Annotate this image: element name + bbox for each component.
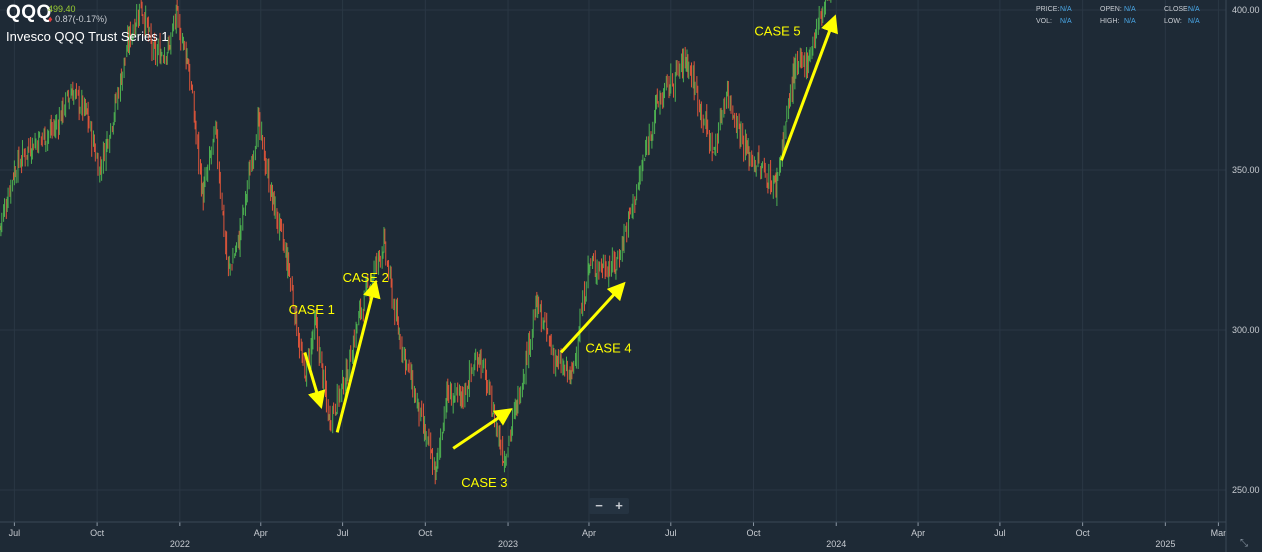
x-tick-label: Jul: [994, 528, 1006, 538]
annotation-arrow-1: [303, 351, 326, 410]
x-tick-label: 2022: [170, 539, 190, 549]
stat-label-close: CLOSE:: [1164, 6, 1190, 13]
stat-label-high: HIGH:: [1100, 18, 1120, 25]
stats-col-2: OPEN: N/A HIGH: N/A: [1100, 4, 1136, 28]
x-tick-label: Mar: [1211, 528, 1227, 538]
x-tick-label: Apr: [582, 528, 596, 538]
x-tick-label: Oct: [418, 528, 433, 538]
instrument-name: Invesco QQQ Trust Series 1: [6, 29, 169, 44]
y-tick-label: 350.00: [1232, 165, 1260, 175]
x-tick-label: Oct: [747, 528, 762, 538]
stats-col-3: CLOSE:N/A LOW: N/A: [1164, 4, 1200, 28]
annotation-arrow-2: [335, 279, 381, 433]
x-tick-label: Jul: [337, 528, 349, 538]
last-price: 499.40: [48, 4, 76, 14]
y-tick-label: 300.00: [1232, 325, 1260, 335]
resize-icon[interactable]: ⤡: [1240, 538, 1248, 549]
stat-value-high: N/A: [1124, 18, 1136, 25]
stat-value-price: N/A: [1060, 6, 1072, 13]
zoom-in-button[interactable]: +: [615, 498, 623, 513]
annotation-label-5: CASE 5: [754, 24, 800, 39]
x-tick-label: Oct: [90, 528, 105, 538]
symbol-header: QQQ: [6, 2, 52, 24]
annotation-label-1: CASE 1: [289, 302, 335, 317]
stat-value-close: N/A: [1188, 6, 1200, 13]
annotation-label-2: CASE 2: [343, 270, 389, 285]
stat-label-price: PRICE:: [1036, 6, 1060, 13]
stat-value-vol: N/A: [1060, 18, 1072, 25]
annotation-arrow-5: [779, 14, 838, 161]
price-change: ♦ 0.87(-0.17%): [48, 14, 107, 24]
change-value: 0.87(-0.17%): [55, 14, 108, 24]
y-tick-label: 250.00: [1232, 485, 1260, 495]
annotation-arrow-3: [452, 408, 513, 450]
x-tick-label: Oct: [1076, 528, 1091, 538]
stat-label-open: OPEN:: [1100, 6, 1122, 13]
x-tick-label: Jul: [665, 528, 677, 538]
x-tick-label: Apr: [911, 528, 925, 538]
stat-value-low: N/A: [1188, 18, 1200, 25]
annotation-arrow-4: [559, 281, 626, 354]
x-tick-label: 2023: [498, 539, 518, 549]
down-arrow-icon: ♦: [48, 14, 53, 24]
zoom-out-button[interactable]: −: [595, 498, 603, 513]
x-tick-label: Apr: [254, 528, 268, 538]
x-tick-label: 2025: [1155, 539, 1175, 549]
annotation-label-3: CASE 3: [461, 475, 507, 490]
annotation-label-4: CASE 4: [585, 340, 631, 355]
stat-value-open: N/A: [1124, 6, 1136, 13]
price-series: [0, 0, 832, 485]
zoom-controls: − +: [589, 498, 629, 514]
x-tick-label: 2024: [826, 539, 846, 549]
x-tick-label: Jul: [9, 528, 21, 538]
stat-label-low: LOW:: [1164, 18, 1182, 25]
y-tick-label: 400.00: [1232, 5, 1260, 15]
stat-label-vol: VOL:: [1036, 18, 1052, 25]
stats-col-1: PRICE:N/A VOL: N/A: [1036, 4, 1072, 28]
ticker-symbol: QQQ: [6, 2, 52, 23]
